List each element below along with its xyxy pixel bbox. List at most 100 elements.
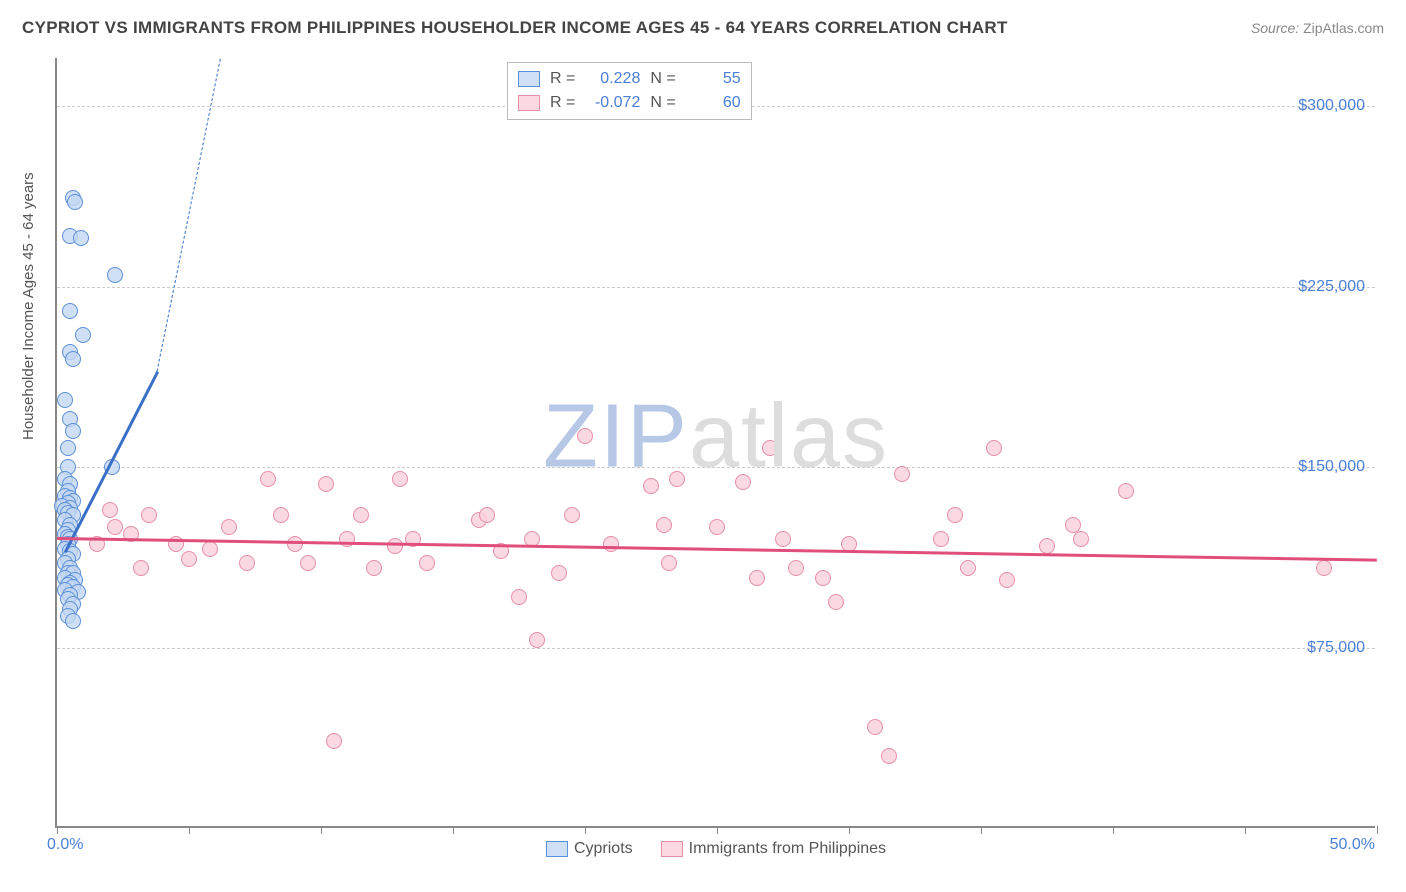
x-tick-mark: [453, 826, 454, 834]
scatter-point-b: [894, 466, 910, 482]
scatter-point-b: [577, 428, 593, 444]
n-label: N =: [650, 94, 675, 112]
scatter-point-b: [828, 594, 844, 610]
series-legend-label: Immigrants from Philippines: [689, 840, 886, 857]
x-tick-mark: [1245, 826, 1246, 834]
scatter-point-b: [318, 476, 334, 492]
scatter-point-b: [260, 471, 276, 487]
scatter-point-a: [65, 351, 81, 367]
plot-area: ZIPatlas R =0.228N =55R =-0.072N =60 Cyp…: [55, 58, 1375, 828]
scatter-point-b: [529, 632, 545, 648]
gridline: [57, 648, 1375, 649]
legend-swatch: [661, 841, 683, 857]
scatter-point-a: [73, 230, 89, 246]
scatter-point-b: [551, 565, 567, 581]
scatter-point-b: [511, 589, 527, 605]
scatter-point-b: [669, 471, 685, 487]
scatter-point-b: [762, 440, 778, 456]
legend-swatch: [518, 95, 540, 111]
correlation-legend: R = 0.228 N = 55 R = -0.072 N = 60: [507, 62, 752, 120]
scatter-point-b: [300, 555, 316, 571]
series-legend: Cypriots Immigrants from Philippines: [546, 840, 886, 858]
scatter-point-b: [643, 478, 659, 494]
scatter-point-a: [65, 423, 81, 439]
x-tick-mark: [57, 826, 58, 834]
legend-swatch: [546, 841, 568, 857]
scatter-point-b: [815, 570, 831, 586]
scatter-point-b: [1073, 531, 1089, 547]
scatter-point-a: [62, 303, 78, 319]
source-attribution: Source: ZipAtlas.com: [1251, 20, 1384, 36]
scatter-point-b: [999, 572, 1015, 588]
r-value: -0.072: [585, 94, 640, 112]
scatter-point-b: [102, 502, 118, 518]
scatter-point-b: [603, 536, 619, 552]
scatter-point-b: [749, 570, 765, 586]
x-tick-label: 50.0%: [1330, 836, 1375, 854]
y-axis-label: Householder Income Ages 45 - 64 years: [20, 172, 37, 440]
scatter-point-b: [287, 536, 303, 552]
scatter-point-b: [661, 555, 677, 571]
chart-title: CYPRIOT VS IMMIGRANTS FROM PHILIPPINES H…: [22, 18, 1008, 38]
x-tick-mark: [321, 826, 322, 834]
scatter-point-b: [221, 519, 237, 535]
source-value: ZipAtlas.com: [1303, 20, 1384, 36]
x-tick-mark: [585, 826, 586, 834]
source-label: Source:: [1251, 20, 1299, 36]
r-label: R =: [550, 70, 575, 88]
watermark-light: atlas: [689, 386, 889, 486]
scatter-point-b: [419, 555, 435, 571]
scatter-point-b: [387, 538, 403, 554]
x-tick-mark: [1377, 826, 1378, 834]
scatter-point-a: [65, 613, 81, 629]
series-legend-item: Immigrants from Philippines: [661, 840, 886, 858]
scatter-point-b: [881, 748, 897, 764]
correlation-legend-row: R = -0.072 N = 60: [518, 91, 741, 115]
x-tick-label: 0.0%: [47, 836, 83, 854]
scatter-point-b: [133, 560, 149, 576]
correlation-legend-row: R =0.228N =55: [518, 67, 741, 91]
r-label: R =: [550, 94, 575, 112]
scatter-point-b: [107, 519, 123, 535]
r-value: 0.228: [585, 70, 640, 88]
scatter-point-a: [57, 392, 73, 408]
n-value: 60: [686, 94, 741, 112]
scatter-point-b: [947, 507, 963, 523]
scatter-point-b: [181, 551, 197, 567]
legend-swatch: [518, 71, 540, 87]
scatter-point-b: [709, 519, 725, 535]
x-tick-mark: [717, 826, 718, 834]
scatter-point-b: [202, 541, 218, 557]
scatter-point-b: [366, 560, 382, 576]
scatter-point-b: [960, 560, 976, 576]
watermark: ZIPatlas: [543, 385, 889, 488]
scatter-point-b: [735, 474, 751, 490]
scatter-point-b: [986, 440, 1002, 456]
y-tick-label: $75,000: [1307, 639, 1365, 657]
scatter-point-b: [479, 507, 495, 523]
regression-line: [57, 537, 1377, 561]
scatter-point-a: [60, 440, 76, 456]
scatter-point-b: [239, 555, 255, 571]
x-tick-mark: [189, 826, 190, 834]
n-value: 55: [686, 70, 741, 88]
scatter-point-a: [75, 327, 91, 343]
series-legend-label: Cypriots: [574, 840, 633, 857]
scatter-point-a: [67, 194, 83, 210]
x-tick-mark: [849, 826, 850, 834]
y-tick-label: $150,000: [1298, 458, 1365, 476]
scatter-point-b: [1118, 483, 1134, 499]
gridline: [57, 467, 1375, 468]
scatter-point-a: [107, 267, 123, 283]
scatter-point-b: [326, 733, 342, 749]
x-tick-mark: [1113, 826, 1114, 834]
scatter-point-b: [656, 517, 672, 533]
scatter-point-b: [933, 531, 949, 547]
watermark-dark: ZIP: [543, 386, 689, 486]
scatter-point-b: [339, 531, 355, 547]
y-tick-label: $300,000: [1298, 97, 1365, 115]
scatter-point-b: [353, 507, 369, 523]
scatter-point-b: [775, 531, 791, 547]
scatter-point-b: [273, 507, 289, 523]
scatter-point-b: [564, 507, 580, 523]
